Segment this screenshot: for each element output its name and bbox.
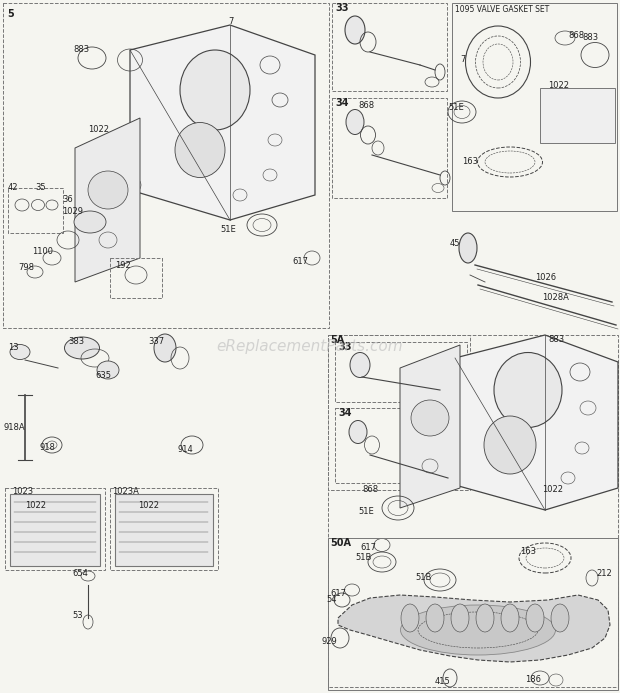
Text: 186: 186	[525, 676, 541, 685]
Text: 883: 883	[582, 33, 598, 42]
Text: 7: 7	[228, 17, 233, 26]
Text: 212: 212	[596, 568, 612, 577]
Text: 635: 635	[95, 371, 111, 380]
Polygon shape	[75, 118, 140, 282]
Text: 1023A: 1023A	[112, 487, 139, 496]
Ellipse shape	[494, 353, 562, 428]
Text: 868: 868	[358, 100, 374, 109]
Ellipse shape	[451, 604, 469, 632]
Ellipse shape	[501, 604, 519, 632]
Text: 163: 163	[520, 547, 536, 556]
Text: 5: 5	[7, 9, 14, 19]
Text: 13: 13	[8, 344, 19, 353]
Text: 918: 918	[40, 444, 56, 453]
Text: 33: 33	[335, 3, 348, 13]
Ellipse shape	[154, 334, 176, 362]
Ellipse shape	[401, 605, 556, 655]
Text: 36: 36	[62, 195, 73, 204]
Text: 34: 34	[335, 98, 348, 108]
Text: 50A: 50A	[330, 538, 351, 548]
Text: 1028A: 1028A	[542, 294, 569, 303]
Text: 337: 337	[148, 337, 164, 346]
Text: 45: 45	[450, 240, 461, 249]
Text: 51B: 51B	[415, 574, 432, 583]
Text: 415: 415	[435, 678, 451, 687]
Ellipse shape	[401, 604, 419, 632]
Ellipse shape	[484, 416, 536, 474]
Text: eReplacementParts.com: eReplacementParts.com	[216, 339, 404, 354]
Ellipse shape	[551, 604, 569, 632]
Polygon shape	[400, 345, 460, 508]
Ellipse shape	[345, 16, 365, 44]
Text: 914: 914	[178, 446, 193, 455]
Text: 883: 883	[548, 335, 564, 344]
Text: 7: 7	[460, 55, 466, 64]
Ellipse shape	[350, 353, 370, 378]
Text: 1022: 1022	[548, 80, 569, 89]
Ellipse shape	[180, 50, 250, 130]
Text: 42: 42	[8, 184, 19, 193]
Polygon shape	[338, 595, 610, 662]
Text: 5A: 5A	[330, 335, 344, 345]
Text: 33: 33	[338, 342, 352, 352]
Polygon shape	[455, 335, 618, 510]
Text: 1022: 1022	[88, 125, 109, 134]
Polygon shape	[130, 25, 315, 220]
Ellipse shape	[97, 361, 119, 379]
Text: 617: 617	[292, 258, 308, 267]
Ellipse shape	[349, 421, 367, 444]
Text: 1026: 1026	[535, 274, 556, 283]
Text: 34: 34	[338, 408, 352, 418]
Ellipse shape	[526, 604, 544, 632]
Text: 1095 VALVE GASKET SET: 1095 VALVE GASKET SET	[455, 4, 549, 13]
Text: 51B: 51B	[355, 554, 371, 563]
Text: 35: 35	[35, 182, 46, 191]
Ellipse shape	[74, 211, 106, 233]
Ellipse shape	[426, 604, 444, 632]
Polygon shape	[115, 494, 213, 566]
Text: 868: 868	[568, 30, 584, 40]
Text: 868: 868	[362, 486, 378, 495]
Ellipse shape	[10, 344, 30, 360]
Text: 1029: 1029	[62, 207, 83, 216]
Text: 1100: 1100	[32, 247, 53, 256]
Text: 918A: 918A	[3, 423, 25, 432]
Text: 929: 929	[322, 638, 338, 647]
Text: 192: 192	[115, 261, 131, 270]
Text: 383: 383	[68, 337, 84, 346]
Ellipse shape	[88, 171, 128, 209]
Text: 1023: 1023	[12, 487, 33, 496]
Text: 51E: 51E	[448, 103, 464, 112]
Text: 883: 883	[73, 46, 89, 55]
Text: 1022: 1022	[25, 502, 46, 511]
Text: 53: 53	[72, 611, 82, 620]
Text: 51E: 51E	[220, 225, 236, 234]
Ellipse shape	[476, 604, 494, 632]
Text: 1029: 1029	[618, 457, 620, 466]
Polygon shape	[10, 494, 100, 566]
Text: 1022: 1022	[138, 502, 159, 511]
Text: 51E: 51E	[358, 507, 374, 516]
Text: 1022: 1022	[542, 486, 563, 495]
Ellipse shape	[411, 400, 449, 436]
Text: 163: 163	[462, 157, 478, 166]
Ellipse shape	[346, 109, 364, 134]
Ellipse shape	[64, 337, 99, 359]
Text: 654: 654	[72, 570, 88, 579]
Ellipse shape	[175, 123, 225, 177]
Text: 617: 617	[360, 543, 376, 552]
Ellipse shape	[459, 233, 477, 263]
Text: 54: 54	[326, 595, 337, 604]
Text: 617: 617	[330, 590, 346, 599]
Polygon shape	[540, 88, 615, 143]
Text: 798: 798	[18, 263, 34, 272]
